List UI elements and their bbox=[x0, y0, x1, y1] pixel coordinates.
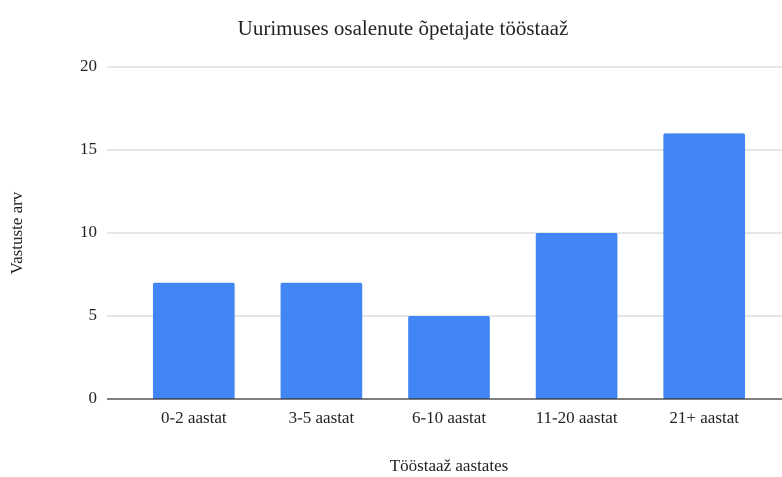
y-tick-label: 15 bbox=[80, 139, 97, 158]
bar bbox=[152, 282, 235, 399]
x-tick-label: 21+ aastat bbox=[669, 408, 739, 427]
bar bbox=[408, 316, 490, 399]
y-tick-label: 20 bbox=[80, 56, 97, 75]
x-tick-label: 0-2 aastat bbox=[161, 408, 227, 427]
x-axis-label: Tööstaaž aastates bbox=[390, 456, 508, 475]
y-tick-label: 5 bbox=[89, 305, 98, 324]
y-tick-label: 10 bbox=[80, 222, 97, 241]
bar bbox=[663, 133, 746, 399]
x-tick-label: 3-5 aastat bbox=[289, 408, 355, 427]
chart-title: Uurimuses osalenute õpetajate tööstaaž bbox=[238, 16, 569, 40]
y-tick-label: 0 bbox=[89, 388, 98, 407]
bar bbox=[535, 233, 618, 399]
x-tick-label: 6-10 aastat bbox=[412, 408, 486, 427]
y-axis-label: Vastuste arv bbox=[7, 191, 26, 274]
x-tick-label: 11-20 aastat bbox=[536, 408, 618, 427]
bar bbox=[280, 282, 363, 399]
